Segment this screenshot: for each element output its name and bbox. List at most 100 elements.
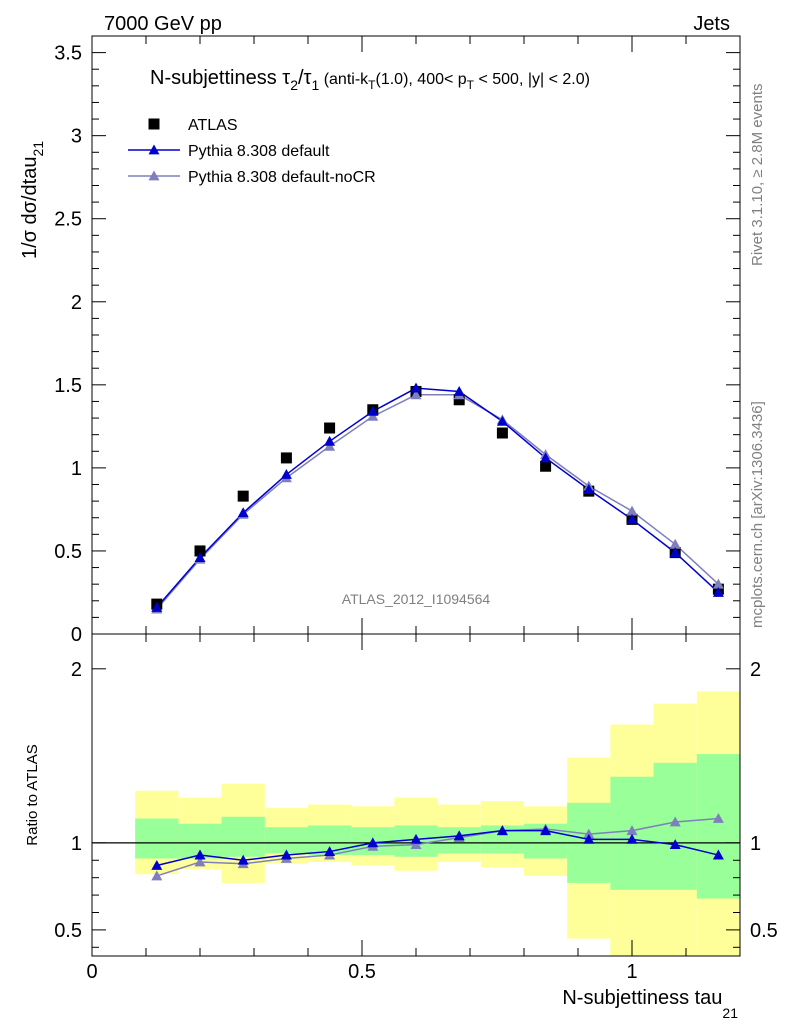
ratio-point-default bbox=[583, 833, 595, 844]
band-inner bbox=[135, 818, 179, 859]
main-ytick-label: 1.5 bbox=[54, 375, 82, 397]
main-line-nocr bbox=[156, 394, 719, 610]
ratio-point-default bbox=[496, 825, 508, 836]
svg-text:1/σ dσ/dtau21: 1/σ dσ/dtau21 bbox=[19, 141, 46, 259]
rivet-label: Rivet 3.1.10, ≥ 2.8M events bbox=[749, 84, 766, 267]
main-ytick-label: 0 bbox=[71, 624, 82, 646]
ratio-point-nocr bbox=[151, 870, 163, 881]
title-cuts-b: (1.0), 400< p bbox=[376, 71, 467, 88]
main-ytick-label: 1 bbox=[71, 458, 82, 480]
mc-point-default bbox=[410, 382, 422, 393]
ratio-ylabel: Ratio to ATLAS bbox=[24, 744, 41, 845]
band-inner bbox=[264, 827, 308, 854]
ratio-point-default bbox=[280, 849, 292, 860]
ratio-point-default bbox=[194, 849, 206, 860]
ratio-point-default bbox=[410, 833, 422, 844]
x-tick-label: 1 bbox=[626, 961, 637, 983]
ratio-point-nocr bbox=[194, 856, 206, 867]
mc-point-nocr bbox=[410, 389, 422, 400]
main-ylabel-text: 1/σ dσ/dtau bbox=[19, 157, 41, 260]
x-tick-label: 0.5 bbox=[348, 961, 376, 983]
legend-marker-triangle bbox=[148, 170, 160, 181]
ratio-ytick-label-left: 1 bbox=[71, 833, 82, 855]
x-axis-label: N-subjettiness tau21 bbox=[562, 987, 738, 1021]
band-inner bbox=[696, 754, 740, 899]
title-slash: / bbox=[298, 67, 304, 89]
main-ylabel-sub: 21 bbox=[30, 141, 46, 157]
main-ytick-label: 3 bbox=[71, 126, 82, 148]
mc-point-default bbox=[496, 415, 508, 426]
main-ytick-label: 3.5 bbox=[54, 43, 82, 65]
mc-point-nocr bbox=[712, 578, 724, 589]
ratio-ytick-label-right: 1 bbox=[750, 833, 761, 855]
title-tau2: τ bbox=[282, 67, 290, 89]
main-panel: 0 0.5 1 1.5 2 2.5 3 3.5 bbox=[54, 35, 741, 646]
title-cuts-a: (anti-k bbox=[319, 71, 369, 88]
mcplots-label: mcplots.cern.ch [arXiv:1306.3436] bbox=[749, 401, 766, 628]
mc-point-default bbox=[712, 586, 724, 597]
ratio-point-default bbox=[237, 854, 249, 865]
main-line-default bbox=[156, 387, 719, 608]
ratio-ytick-label-left: 0.5 bbox=[54, 920, 82, 942]
mc-point-default bbox=[626, 513, 638, 524]
mc-point-nocr bbox=[626, 505, 638, 516]
ratio-point-default bbox=[367, 837, 379, 848]
title-cuts-T: T bbox=[368, 78, 376, 92]
legend-label: Pythia 8.308 default-noCR bbox=[188, 169, 376, 186]
mc-point-nocr bbox=[669, 538, 681, 549]
title-tau1: τ bbox=[304, 67, 312, 89]
title-sub1: 1 bbox=[311, 77, 319, 93]
ratio-point-default bbox=[151, 859, 163, 870]
ratio-line-nocr bbox=[156, 817, 719, 877]
ratio-panel: 0.5 0.51 12 20 0.5 1 bbox=[54, 633, 778, 983]
x-axis-label-text: N-subjettiness tau bbox=[562, 987, 722, 1009]
plot-title: N-subjettiness τ2/τ1 (anti-kT(1.0), 400<… bbox=[150, 67, 590, 93]
title-main: N-subjettiness bbox=[150, 67, 282, 89]
ratio-point-default bbox=[626, 833, 638, 844]
mc-point-default bbox=[583, 483, 595, 494]
ratio-point-nocr bbox=[410, 839, 422, 850]
ratio-point-nocr bbox=[626, 825, 638, 836]
mc-point-nocr bbox=[324, 440, 336, 451]
mc-point-default bbox=[237, 507, 249, 518]
ratio-line-default bbox=[156, 829, 719, 867]
ratio-ytick-label-left: 2 bbox=[71, 659, 82, 681]
title-cuts-c: < 500, |y| < 2.0) bbox=[474, 71, 590, 88]
mc-point-default bbox=[669, 547, 681, 558]
atlas-point bbox=[453, 394, 465, 406]
atlas-point bbox=[280, 452, 292, 464]
mc-point-default bbox=[324, 435, 336, 446]
ratio-point-nocr bbox=[583, 828, 595, 839]
mc-point-default bbox=[280, 469, 292, 479]
mc-point-nocr bbox=[367, 410, 379, 421]
main-data-layer bbox=[151, 382, 724, 614]
ratio-point-default bbox=[453, 830, 465, 841]
legend-marker-triangle bbox=[148, 144, 160, 155]
legend-label: Pythia 8.308 default bbox=[188, 143, 330, 160]
main-ticks: 0 0.5 1 1.5 2 2.5 3 3.5 bbox=[54, 36, 741, 646]
ratio-point-default bbox=[540, 825, 552, 836]
main-ylabel: 1/σ dσ/dtau21 bbox=[19, 141, 46, 259]
atlas-point bbox=[496, 427, 508, 439]
title-sub2: 2 bbox=[290, 77, 298, 93]
mc-point-default bbox=[194, 552, 206, 562]
title-cuts-T2: T bbox=[467, 78, 475, 92]
ratio-point-default bbox=[712, 849, 724, 860]
ratio-ytick-label-right: 0.5 bbox=[750, 920, 778, 942]
analysis-watermark: ATLAS_2012_I1094564 bbox=[342, 591, 491, 607]
ratio-ytick-label-right: 2 bbox=[750, 659, 761, 681]
ratio-point-default bbox=[669, 839, 681, 850]
mc-point-default bbox=[367, 405, 379, 416]
header-left: 7000 GeV pp bbox=[104, 13, 222, 35]
ratio-point-nocr bbox=[669, 816, 681, 827]
mc-point-default bbox=[453, 385, 465, 396]
atlas-point bbox=[540, 460, 552, 472]
mc-point-default bbox=[151, 601, 163, 612]
x-tick-label: 0 bbox=[86, 961, 97, 983]
atlas-point bbox=[324, 422, 336, 434]
ratio-point-default bbox=[324, 846, 336, 856]
atlas-point bbox=[237, 490, 249, 502]
ratio-point-nocr bbox=[712, 812, 724, 823]
header-right: Jets bbox=[693, 13, 730, 35]
